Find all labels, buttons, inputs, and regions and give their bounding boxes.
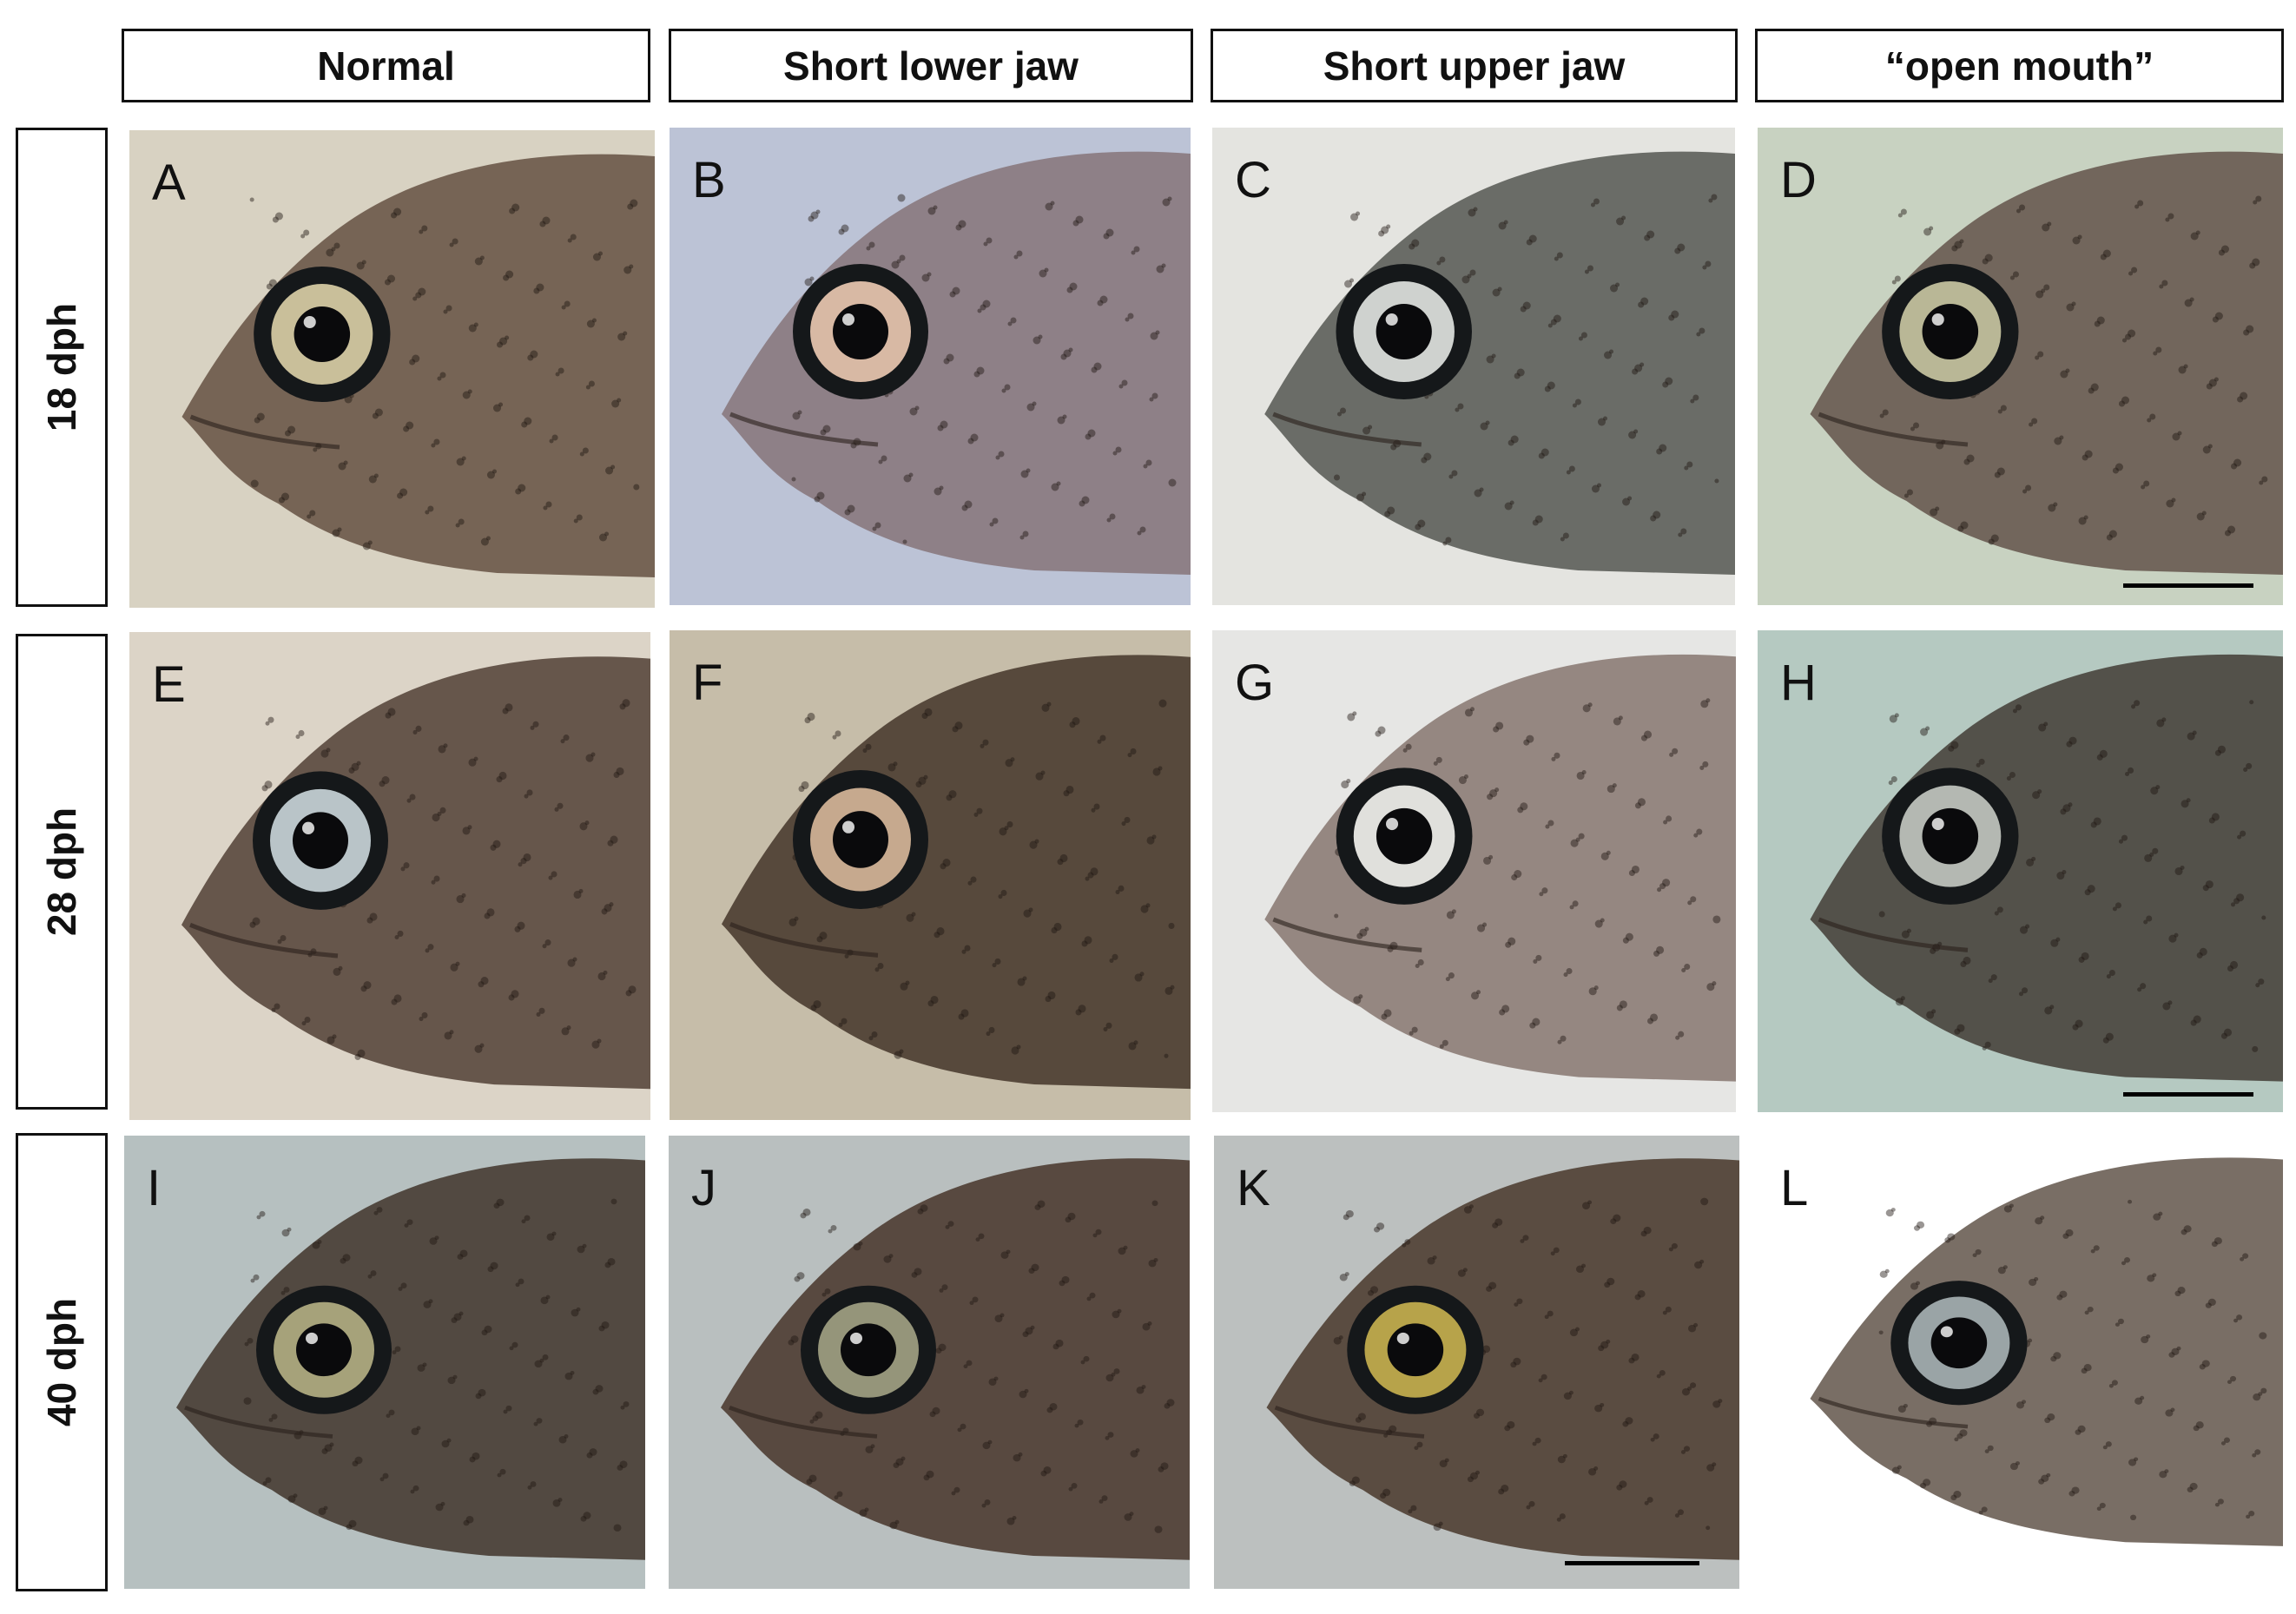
- photo-panel-l: L: [1758, 1136, 2283, 1574]
- photo-panel-i: I: [124, 1136, 645, 1589]
- column-header-short-upper-jaw: Short upper jaw: [1211, 29, 1738, 102]
- photo-panel-b: B: [670, 128, 1191, 605]
- panel-letter: J: [691, 1160, 716, 1216]
- scale-bar-28dph: [2123, 1092, 2253, 1097]
- scale-bar-40dph: [1565, 1561, 1699, 1565]
- panel-letter: L: [1780, 1160, 1809, 1216]
- panel-letter: D: [1780, 152, 1817, 208]
- photo-panel-k: K: [1214, 1136, 1739, 1589]
- row-label: 18 dph: [39, 302, 84, 432]
- row-label: 28 dph: [39, 807, 84, 937]
- photo-panel-d: D: [1758, 128, 2283, 605]
- row-header-40-dph: 40 dph: [16, 1133, 108, 1591]
- column-header-open-mouth: “open mouth”: [1755, 29, 2284, 102]
- row-header-18-dph: 18 dph: [16, 128, 108, 607]
- panel-letter: E: [152, 656, 186, 713]
- column-header-normal: Normal: [122, 29, 650, 102]
- panel-letter: A: [152, 155, 186, 211]
- panel-letter: C: [1235, 152, 1271, 208]
- scale-bar-18dph: [2123, 583, 2253, 588]
- photo-panel-a: A: [129, 130, 655, 608]
- photo-panel-c: C: [1212, 128, 1735, 605]
- photo-panel-f: F: [670, 630, 1191, 1120]
- row-header-28-dph: 28 dph: [16, 634, 108, 1110]
- row-label: 40 dph: [39, 1297, 84, 1427]
- panel-letter: K: [1237, 1160, 1270, 1216]
- panel-letter: B: [692, 152, 726, 208]
- column-header-short-lower-jaw: Short lower jaw: [669, 29, 1193, 102]
- panel-letter: H: [1780, 655, 1817, 711]
- photo-panel-g: G: [1212, 630, 1736, 1112]
- panel-letter: G: [1235, 655, 1275, 711]
- photo-panel-h: H: [1758, 630, 2283, 1112]
- photo-panel-j: J: [669, 1136, 1190, 1589]
- panel-letter: I: [147, 1160, 162, 1216]
- panel-letter: F: [692, 655, 723, 711]
- photo-panel-e: E: [129, 632, 650, 1120]
